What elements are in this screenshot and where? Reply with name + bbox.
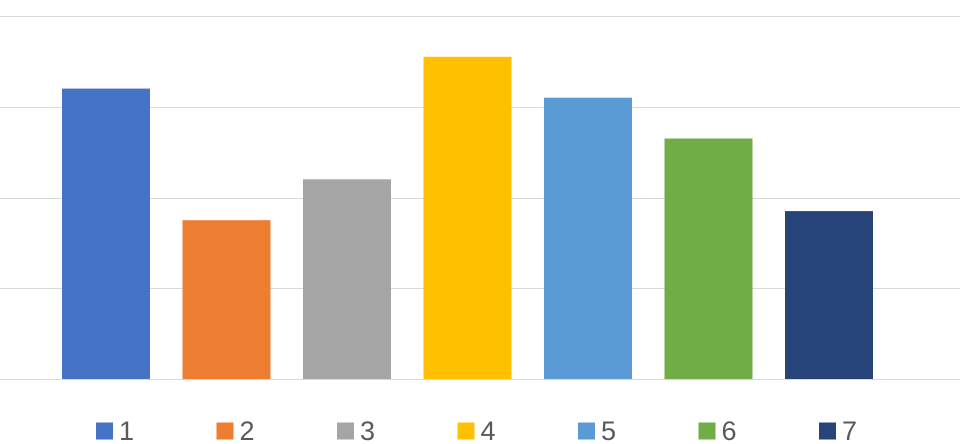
- legend-label-6: 6: [722, 416, 737, 444]
- legend-item-5: 5: [578, 416, 616, 444]
- legend-item-2: 2: [216, 416, 255, 444]
- bar-1: [62, 88, 150, 379]
- legend-label-1: 1: [119, 416, 134, 444]
- legend-swatch-3: [337, 422, 354, 440]
- bar-6: [664, 138, 753, 379]
- legend-swatch-4: [457, 422, 475, 440]
- legend-item-7: 7: [819, 416, 857, 444]
- legend-item-1: 1: [96, 416, 134, 444]
- bar-7: [785, 211, 873, 379]
- legend-item-4: 4: [457, 416, 496, 444]
- bar-3: [303, 179, 391, 379]
- legend-swatch-7: [819, 422, 836, 440]
- legend-label-4: 4: [481, 416, 496, 444]
- legend-swatch-5: [578, 422, 595, 440]
- legend-item-6: 6: [698, 416, 737, 444]
- bar-2: [182, 220, 271, 379]
- bar-5: [544, 97, 632, 379]
- legend: 1 2 3 4 5 6 7: [96, 416, 857, 444]
- bars: [62, 56, 873, 380]
- legend-swatch-1: [96, 422, 113, 440]
- legend-swatch-2: [216, 422, 234, 440]
- legend-label-2: 2: [240, 416, 255, 444]
- legend-label-3: 3: [360, 416, 375, 444]
- legend-label-5: 5: [601, 416, 616, 444]
- legend-label-7: 7: [842, 416, 857, 444]
- bar-4: [423, 56, 512, 380]
- legend-item-3: 3: [337, 416, 375, 444]
- legend-swatch-6: [698, 422, 716, 440]
